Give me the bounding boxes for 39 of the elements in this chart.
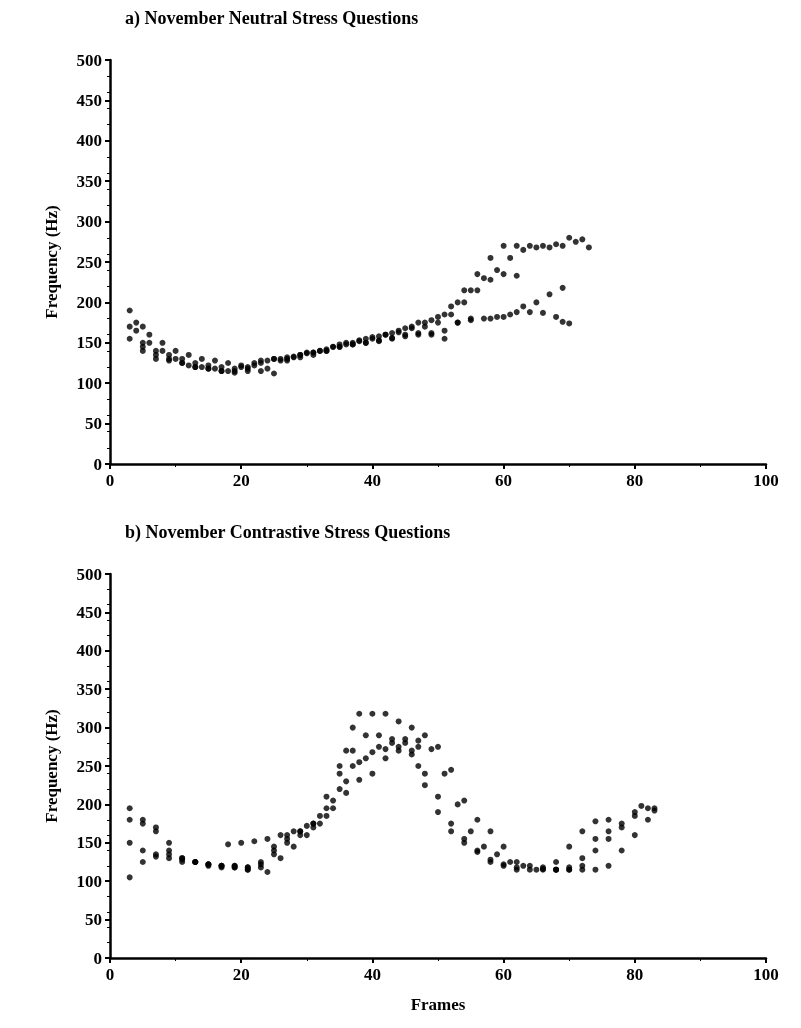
y-tick-label: 350 bbox=[76, 171, 102, 191]
x-tick-label: 20 bbox=[232, 471, 250, 490]
y-tick-label: 250 bbox=[76, 252, 102, 272]
x-tick-label: 20 bbox=[232, 965, 250, 984]
y-tick-label: 150 bbox=[76, 833, 102, 853]
y-tick-label: 350 bbox=[76, 679, 102, 699]
chart-title: a) November Neutral Stress Questions bbox=[125, 8, 419, 29]
y-tick-label: 300 bbox=[76, 212, 102, 232]
x-tick-label: 80 bbox=[626, 471, 644, 490]
x-tick-label: 40 bbox=[363, 471, 381, 490]
y-tick-label: 200 bbox=[76, 292, 102, 312]
x-axis-title: Frames bbox=[410, 995, 466, 1014]
x-tick-label: 60 bbox=[495, 471, 513, 490]
y-tick-label: 0 bbox=[93, 454, 102, 474]
y-tick-label: 300 bbox=[76, 718, 102, 738]
y-tick-label: 50 bbox=[85, 910, 102, 930]
y-tick-label: 500 bbox=[76, 564, 102, 584]
x-tick-label: 0 bbox=[105, 965, 115, 984]
y-tick-label: 250 bbox=[76, 756, 102, 776]
y-tick-label: 400 bbox=[76, 131, 102, 151]
x-tick-label: 60 bbox=[495, 965, 513, 984]
x-tick-label: 0 bbox=[105, 471, 115, 490]
y-tick-label: 100 bbox=[76, 871, 102, 891]
y-tick-label: 400 bbox=[76, 641, 102, 661]
y-tick-label: 150 bbox=[76, 333, 102, 353]
x-tick-label: 100 bbox=[753, 471, 779, 490]
x-tick-label: 40 bbox=[363, 965, 381, 984]
x-tick-label: 100 bbox=[753, 965, 779, 984]
y-tick-label: 500 bbox=[76, 50, 102, 70]
y-tick-label: 100 bbox=[76, 373, 102, 393]
y-tick-label: 50 bbox=[85, 414, 102, 434]
y-axis-title: Frequency (Hz) bbox=[42, 709, 61, 823]
y-tick-label: 200 bbox=[76, 794, 102, 814]
chart-title: b) November Contrastive Stress Questions bbox=[125, 522, 451, 543]
y-axis-title: Frequency (Hz) bbox=[42, 205, 61, 319]
x-tick-label: 80 bbox=[626, 965, 644, 984]
y-tick-label: 450 bbox=[76, 90, 102, 110]
y-tick-label: 0 bbox=[93, 948, 102, 968]
y-tick-label: 450 bbox=[76, 602, 102, 622]
